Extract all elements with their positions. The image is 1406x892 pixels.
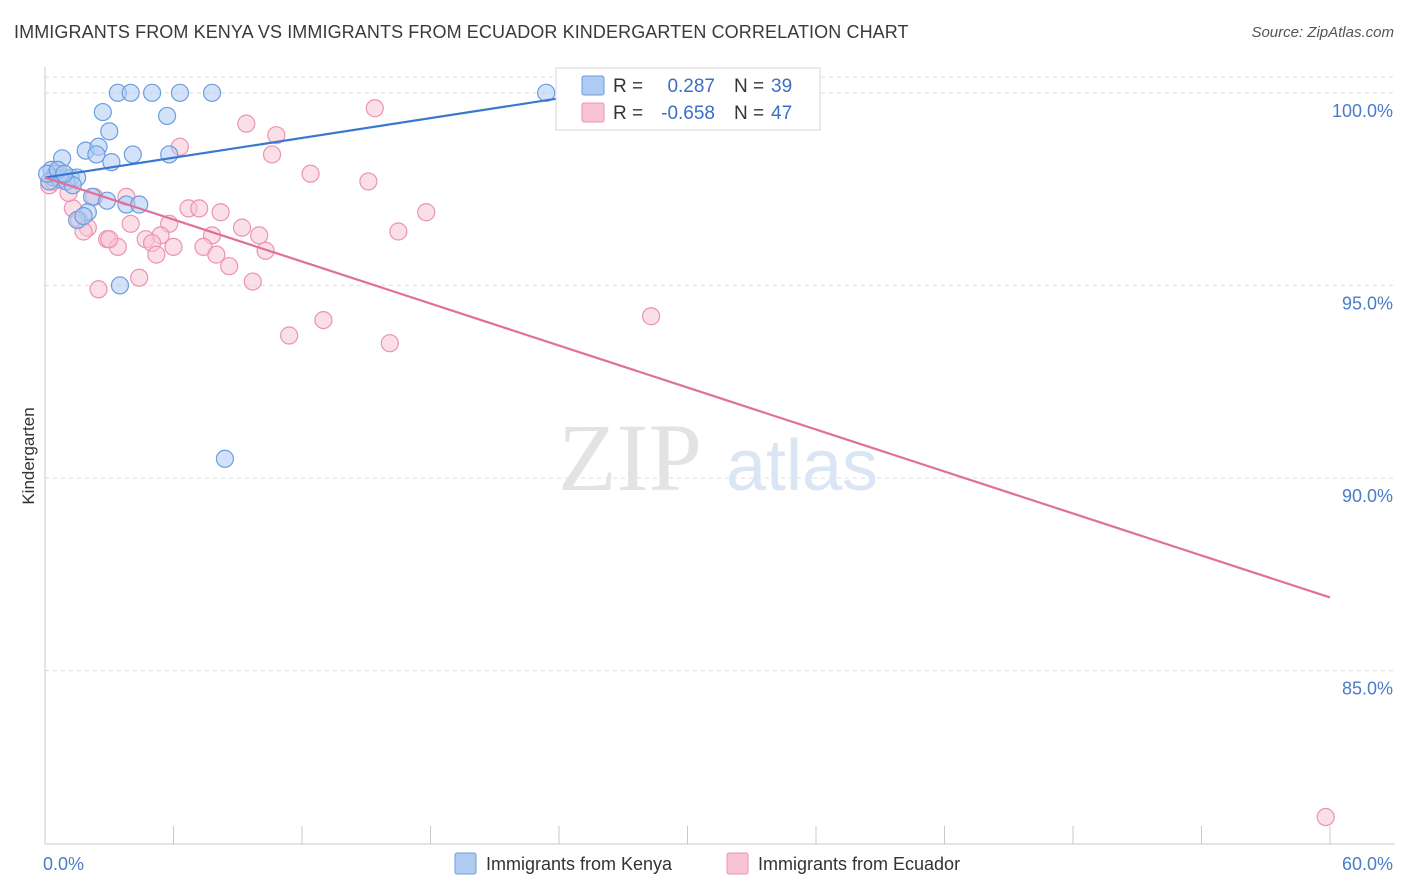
legend-kenya-label: Immigrants from Kenya — [486, 854, 673, 874]
kenya-point — [123, 145, 142, 164]
ecuador-point — [301, 164, 320, 183]
ecuador-point — [190, 199, 209, 218]
watermark-zip: ZIP — [558, 404, 702, 511]
y-tick-label: 95.0% — [1342, 293, 1393, 313]
ecuador-point — [89, 280, 108, 299]
ecuador-point — [262, 145, 282, 164]
ecuador-point — [164, 237, 183, 257]
ecuador-point — [250, 226, 269, 245]
y-tick-label: 100.0% — [1332, 101, 1393, 121]
ecuador-point — [314, 310, 333, 330]
ecuador-point — [1316, 807, 1335, 827]
ecuador-point — [280, 326, 299, 345]
ecuador-point — [232, 218, 252, 237]
kenya-point — [142, 83, 162, 102]
watermark: ZIP atlas — [558, 404, 878, 511]
kenya-point — [215, 449, 234, 468]
ecuador-point — [243, 272, 262, 291]
ecuador-point — [100, 230, 119, 249]
kenya-trend-line — [44, 95, 570, 179]
stats-ecuador-n-value: 47 — [771, 103, 792, 124]
kenya-point — [121, 83, 140, 102]
y-tick-labels: 85.0% 90.0% 95.0% 100.0% — [1332, 101, 1393, 699]
y-tick-label: 90.0% — [1342, 486, 1393, 506]
kenya-point — [74, 206, 93, 226]
ecuador-point — [207, 245, 226, 264]
kenya-point — [157, 106, 177, 126]
ecuador-point — [147, 245, 166, 264]
series-legend: Immigrants from Kenya Immigrants from Ec… — [454, 852, 960, 875]
stats-kenya-n-value: 39 — [771, 76, 792, 97]
stats-ecuador-r-label: R = — [613, 103, 643, 124]
kenya-point — [93, 102, 112, 122]
y-axis-title: Kindergarten — [19, 407, 38, 504]
watermark-atlas: atlas — [726, 426, 878, 506]
x-tick-label-max: 60.0% — [1342, 854, 1393, 874]
ecuador-trend-line — [44, 176, 1331, 599]
stats-kenya-n-label: N = — [734, 76, 764, 97]
legend-kenya-swatch — [454, 852, 477, 875]
legend-ecuador-label: Immigrants from Ecuador — [758, 854, 960, 874]
stats-ecuador-swatch — [581, 102, 605, 123]
series-kenya-points — [38, 83, 586, 468]
x-tick-label-min: 0.0% — [43, 854, 84, 874]
kenya-point — [170, 83, 190, 102]
kenya-point — [100, 122, 119, 141]
stats-kenya-r-label: R = — [613, 76, 643, 97]
series-ecuador-points — [40, 99, 1335, 827]
kenya-point — [110, 276, 130, 295]
ecuador-point — [359, 172, 378, 191]
ecuador-point — [417, 203, 436, 222]
chart-title: IMMIGRANTS FROM KENYA VS IMMIGRANTS FROM… — [14, 22, 909, 42]
x-tick-labels: 0.0% 60.0% — [43, 854, 1393, 874]
kenya-point — [202, 83, 222, 102]
ecuador-point — [130, 268, 149, 287]
stats-ecuador-n-label: N = — [734, 103, 764, 124]
axes — [44, 67, 1395, 845]
legend-ecuador-swatch — [726, 852, 749, 875]
grid-lines — [45, 76, 1395, 672]
stats-kenya-r-value: 0.287 — [667, 76, 715, 97]
ecuador-point — [380, 334, 399, 353]
ecuador-point — [220, 257, 239, 276]
trend-lines — [44, 95, 1331, 599]
source-label: Source: ZipAtlas.com — [1251, 24, 1394, 41]
y-tick-label: 85.0% — [1342, 679, 1393, 699]
ecuador-point — [267, 126, 286, 145]
stats-kenya-swatch — [581, 75, 605, 96]
ecuador-point — [237, 114, 256, 133]
ecuador-point — [389, 222, 408, 241]
stats-ecuador-r-value: -0.658 — [661, 103, 715, 124]
kenya-point — [87, 145, 106, 164]
ecuador-point — [211, 203, 230, 222]
ecuador-point — [641, 307, 661, 326]
ecuador-point — [121, 214, 140, 233]
ecuador-point — [365, 99, 384, 118]
stats-legend: R = 0.287 N = 39 R = -0.658 N = 47 — [555, 67, 821, 131]
